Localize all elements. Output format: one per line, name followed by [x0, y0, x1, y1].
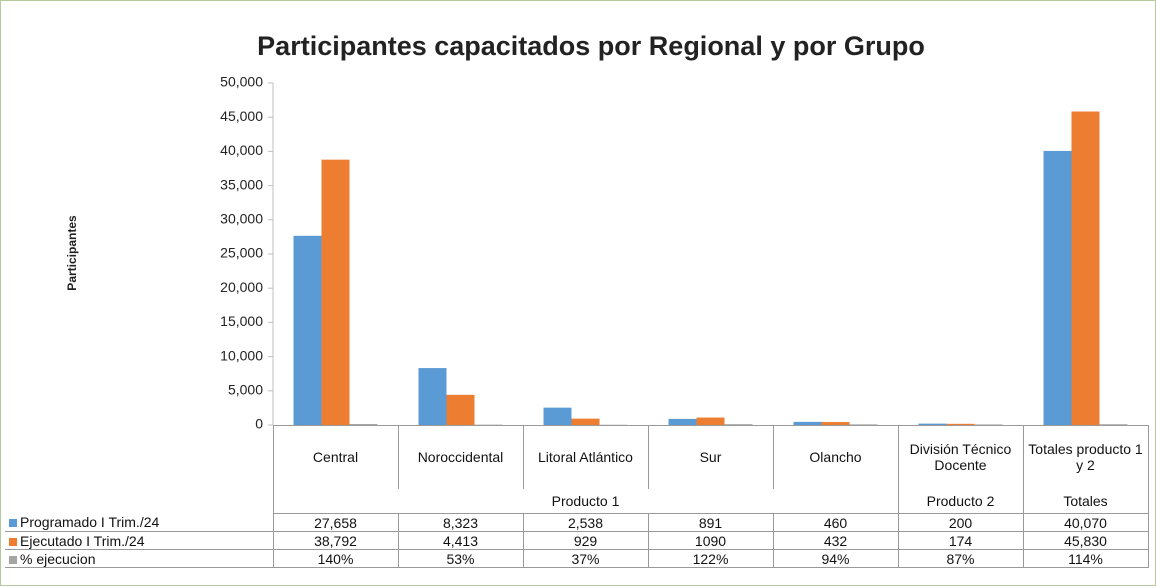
bar [321, 159, 350, 425]
value-cell: 4,413 [397, 531, 524, 550]
data-table: Central Noroccidental Litoral Atlántico Sur… [5, 425, 1149, 568]
group-label: Producto 2 [897, 488, 1024, 514]
y-tick-label: 10,000 [220, 347, 263, 363]
legend-key [9, 519, 17, 528]
value-cell: 2,538 [522, 513, 649, 532]
bar [793, 421, 822, 425]
value-cell: 40,070 [1022, 513, 1149, 532]
bar [1071, 111, 1100, 425]
legend-label: % ejecucion [20, 550, 96, 567]
value-cell: 37% [522, 549, 649, 568]
x-tick-label: Olancho [772, 425, 899, 489]
y-tick-label: 0 [255, 416, 263, 432]
value-cell: 94% [772, 549, 899, 568]
value-cell: 460 [772, 513, 899, 532]
series-row: Ejecutado I Trim./24 38,792 4,413 929 1090 43… [5, 531, 1149, 550]
x-tick-label: Sur [647, 425, 774, 489]
y-tick-label: 20,000 [220, 279, 263, 295]
blank-cell [5, 489, 273, 514]
y-tick-label: 40,000 [220, 142, 263, 158]
blank-cell [5, 426, 273, 489]
group-row: Producto 1 Producto 2 Totales [5, 488, 1149, 514]
bar [668, 418, 697, 425]
value-cell: 174 [897, 531, 1024, 550]
bar [724, 424, 753, 425]
legend-entry: Ejecutado I Trim./24 [5, 531, 273, 550]
value-cell: 1090 [647, 531, 774, 550]
value-cell: 8,323 [397, 513, 524, 532]
value-cell: 929 [522, 531, 649, 550]
x-tick-label: División Técnico Docente [897, 425, 1024, 489]
y-tick-label: 50,000 [220, 74, 263, 90]
value-cell: 45,830 [1022, 531, 1149, 550]
value-cell: 432 [772, 531, 899, 550]
bar [446, 394, 475, 425]
bar [946, 423, 975, 425]
value-cell: 140% [272, 549, 399, 568]
bar [349, 424, 378, 425]
y-tick-label: 30,000 [220, 211, 263, 227]
bar [571, 418, 600, 425]
value-cell: 27,658 [272, 513, 399, 532]
x-tick-label: Central [272, 425, 399, 489]
legend-entry: % ejecucion [5, 549, 273, 568]
value-cell: 87% [897, 549, 1024, 568]
group-label: Producto 1 [272, 488, 899, 514]
value-cell: 122% [647, 549, 774, 568]
value-cell: 53% [397, 549, 524, 568]
value-cell: 38,792 [272, 531, 399, 550]
legend-label: Programado I Trim./24 [20, 514, 160, 531]
group-label: Totales [1022, 488, 1149, 514]
chart-title: Participantes capacitados por Regional y… [257, 31, 925, 61]
y-axis-title: Participantes [65, 215, 79, 291]
y-tick-label: 25,000 [220, 245, 263, 261]
y-tick-label: 15,000 [220, 313, 263, 329]
y-tick-label: 45,000 [220, 108, 263, 124]
bar [696, 417, 725, 425]
bar [1099, 424, 1128, 425]
bar [543, 407, 572, 425]
bar [821, 422, 850, 425]
value-cell: 891 [647, 513, 774, 532]
value-cell: 114% [1022, 549, 1149, 568]
y-tick-label: 35,000 [220, 176, 263, 192]
x-tick-label: Totales producto 1 y 2 [1022, 425, 1149, 489]
legend-entry: Programado I Trim./24 [5, 513, 273, 532]
series-row: Programado I Trim./24 27,658 8,323 2,538 891… [5, 513, 1149, 532]
legend-label: Ejecutado I Trim./24 [20, 532, 145, 549]
bar [293, 235, 322, 425]
bar [918, 423, 947, 425]
x-tick-label: Litoral Atlántico [522, 425, 649, 489]
bar [849, 424, 878, 425]
series-row: % ejecucion 140% 53% 37% 122% 94% 87% 114% [5, 549, 1149, 568]
legend-key [9, 555, 17, 564]
bar [1043, 150, 1072, 425]
bar [418, 368, 447, 425]
value-cell: 200 [897, 513, 1024, 532]
category-row: Central Noroccidental Litoral Atlántico Sur… [5, 425, 1149, 489]
bar [974, 424, 1003, 425]
y-tick-label: 5,000 [228, 382, 263, 398]
legend-key [9, 537, 17, 546]
x-tick-label: Noroccidental [397, 425, 524, 489]
